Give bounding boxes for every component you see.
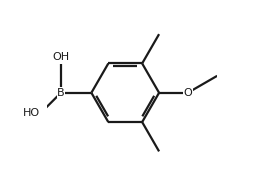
- Text: OH: OH: [52, 52, 69, 62]
- Text: B: B: [57, 88, 65, 98]
- Text: O: O: [183, 88, 192, 98]
- Text: HO: HO: [23, 108, 40, 118]
